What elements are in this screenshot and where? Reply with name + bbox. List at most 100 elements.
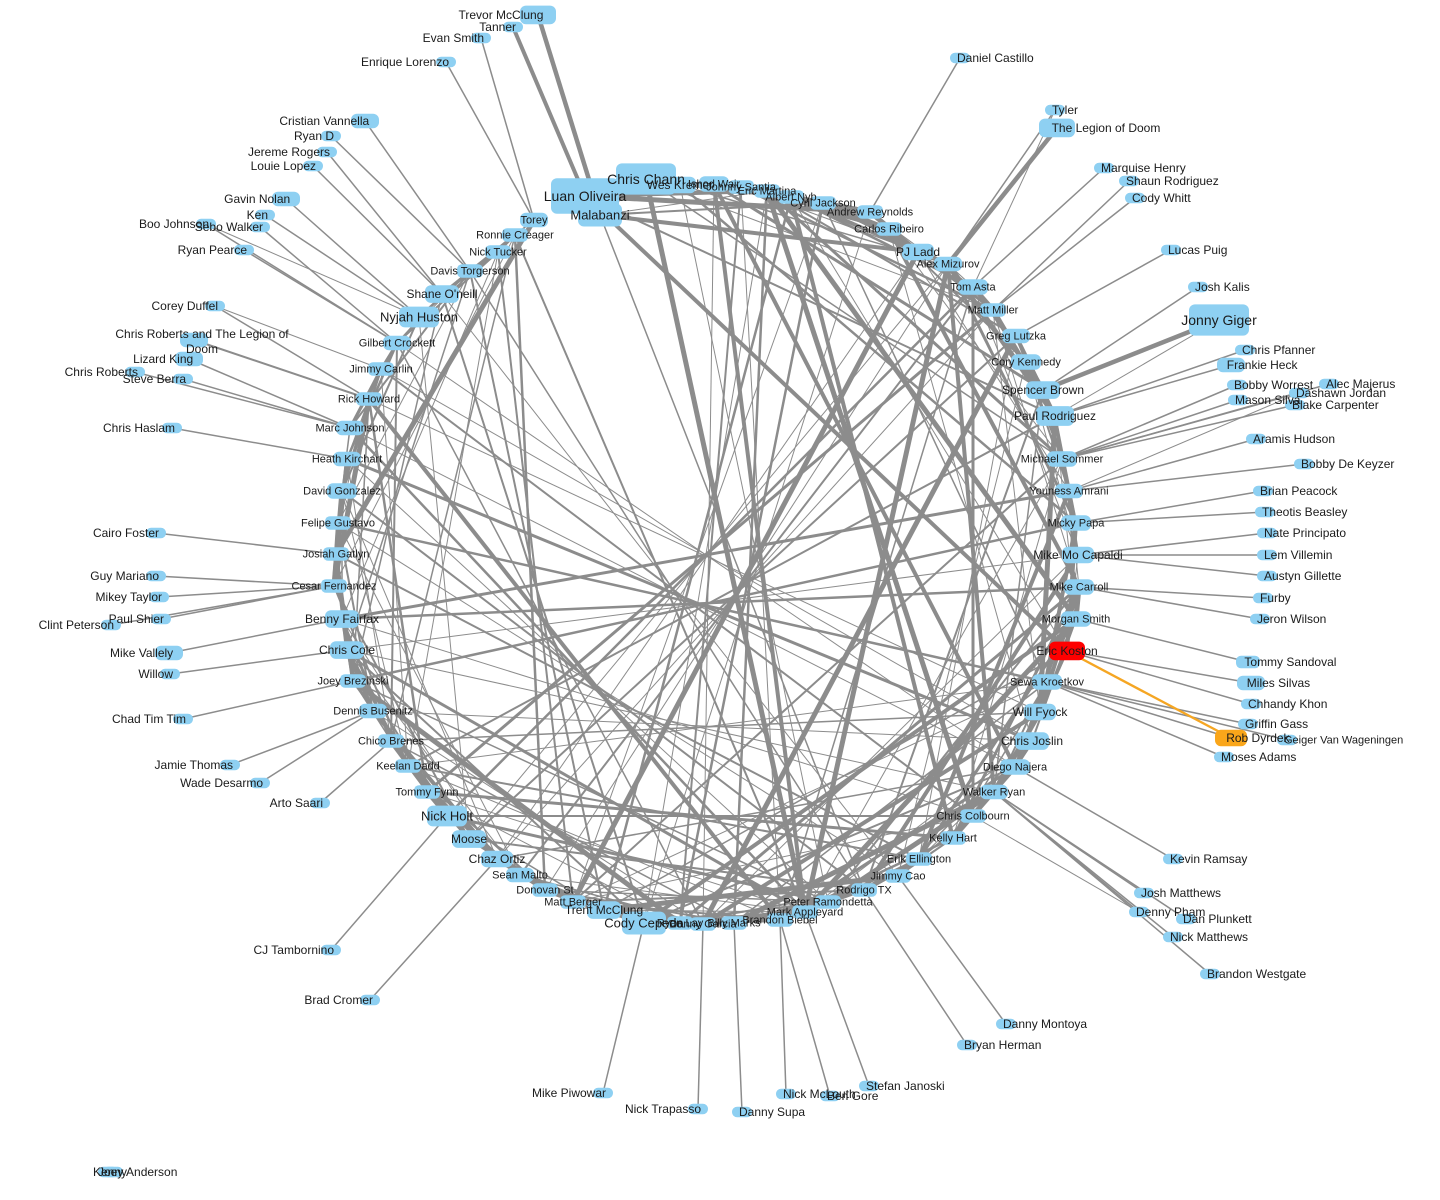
svg-text:Diego Najera: Diego Najera <box>983 762 1048 774</box>
svg-text:Michael Sommer: Michael Sommer <box>1021 454 1104 466</box>
svg-text:Chris Roberts and The Legion o: Chris Roberts and The Legion of <box>115 327 289 341</box>
svg-text:Sewa Kroetkov: Sewa Kroetkov <box>1010 677 1084 689</box>
svg-text:Chico Brenes: Chico Brenes <box>358 736 425 748</box>
svg-text:Nate Principato: Nate Principato <box>1264 526 1346 540</box>
svg-text:Jamie Thomas: Jamie Thomas <box>155 758 233 772</box>
svg-text:Willow: Willow <box>138 667 173 681</box>
svg-text:CJ Tambornino: CJ Tambornino <box>254 943 335 957</box>
svg-text:Sean Malto: Sean Malto <box>492 870 548 882</box>
svg-text:Chhandy Khon: Chhandy Khon <box>1248 697 1327 711</box>
svg-text:Luan Oliveira: Luan Oliveira <box>544 188 627 204</box>
svg-text:Cairo Foster: Cairo Foster <box>93 526 159 540</box>
svg-text:Nick Holt: Nick Holt <box>421 808 473 823</box>
svg-text:Mike Carroll: Mike Carroll <box>1050 582 1109 594</box>
svg-text:Moose: Moose <box>451 832 487 846</box>
svg-text:Keelan Dadd: Keelan Dadd <box>376 761 440 773</box>
svg-text:Danny Montoya: Danny Montoya <box>1003 1017 1087 1031</box>
svg-text:Jereme Rogers: Jereme Rogers <box>248 145 330 159</box>
svg-text:Josh Matthews: Josh Matthews <box>1141 886 1221 900</box>
svg-text:Aramis Hudson: Aramis Hudson <box>1253 432 1335 446</box>
svg-text:PJ Ladd: PJ Ladd <box>896 245 940 259</box>
svg-text:The Legion of Doom: The Legion of Doom <box>1052 121 1161 135</box>
svg-text:Chris Cole: Chris Cole <box>319 643 375 657</box>
svg-text:Mason Silva: Mason Silva <box>1235 393 1301 407</box>
svg-text:Tanner: Tanner <box>479 20 516 34</box>
svg-text:Jimmy Carlin: Jimmy Carlin <box>349 364 413 376</box>
svg-text:Arto Saari: Arto Saari <box>270 796 323 810</box>
svg-text:Bobby De Keyzer: Bobby De Keyzer <box>1301 457 1394 471</box>
svg-text:Corey Duffel: Corey Duffel <box>152 299 218 313</box>
svg-text:Dan Plunkett: Dan Plunkett <box>1183 912 1252 926</box>
svg-text:Benny Fairfax: Benny Fairfax <box>305 612 379 626</box>
svg-text:Nick Matthews: Nick Matthews <box>1170 930 1248 944</box>
svg-text:Kevin Ramsay: Kevin Ramsay <box>1170 852 1247 866</box>
svg-text:Enrique Lorenzo: Enrique Lorenzo <box>361 55 449 69</box>
svg-text:Cory Kennedy: Cory Kennedy <box>991 357 1061 369</box>
svg-text:Mike Piwowar: Mike Piwowar <box>532 1086 606 1100</box>
svg-text:Torey: Torey <box>521 215 548 227</box>
svg-text:Geiger Van Wageningen: Geiger Van Wageningen <box>1284 735 1403 747</box>
svg-text:Tyler: Tyler <box>1052 103 1078 117</box>
svg-text:Louie Lopez: Louie Lopez <box>251 159 316 173</box>
svg-text:Josiah Gatlyn: Josiah Gatlyn <box>303 549 370 561</box>
svg-text:Lucas Puig: Lucas Puig <box>1168 243 1227 257</box>
svg-text:Rob Dyrdek: Rob Dyrdek <box>1226 731 1290 745</box>
svg-text:Joey Brezinski: Joey Brezinski <box>318 676 389 688</box>
svg-text:Greg Lutzka: Greg Lutzka <box>986 331 1047 343</box>
svg-text:Will Fyock: Will Fyock <box>1013 705 1069 719</box>
svg-text:Marc Johnson: Marc Johnson <box>315 423 384 435</box>
svg-text:Shane O'neill: Shane O'neill <box>406 287 477 301</box>
svg-text:Matt Berger: Matt Berger <box>544 897 602 909</box>
svg-text:Furby: Furby <box>1260 591 1291 605</box>
svg-text:Cesar Fernandez: Cesar Fernandez <box>292 581 377 593</box>
svg-text:Gilbert Crockett: Gilbert Crockett <box>359 338 435 350</box>
svg-text:David Gonzalez: David Gonzalez <box>303 486 381 498</box>
svg-text:Tommy Sandoval: Tommy Sandoval <box>1244 655 1336 669</box>
svg-text:Josh Kalis: Josh Kalis <box>1195 280 1250 294</box>
svg-text:Ryan Pearce: Ryan Pearce <box>178 243 248 257</box>
svg-text:Donovan St: Donovan St <box>516 885 573 897</box>
svg-text:Bryan Herman: Bryan Herman <box>964 1038 1041 1052</box>
svg-text:Danny Supa: Danny Supa <box>739 1105 805 1119</box>
svg-text:Tom Asta: Tom Asta <box>950 282 996 294</box>
svg-text:Cody Cepeda: Cody Cepeda <box>604 915 684 930</box>
svg-text:Kelly Hart: Kelly Hart <box>929 833 977 845</box>
svg-text:Chaz Ortiz: Chaz Ortiz <box>469 852 526 866</box>
svg-text:Steve Berra: Steve Berra <box>123 372 187 386</box>
svg-text:Brandon Westgate: Brandon Westgate <box>1207 967 1307 981</box>
svg-text:Chris Colbourn: Chris Colbourn <box>936 811 1009 823</box>
svg-text:Rodrigo TX: Rodrigo TX <box>836 885 892 897</box>
svg-text:Doom: Doom <box>186 342 218 356</box>
svg-text:Lem Villemin: Lem Villemin <box>1264 548 1332 562</box>
svg-text:Alec Majerus: Alec Majerus <box>1326 377 1395 391</box>
svg-text:Mike Mo Capaldi: Mike Mo Capaldi <box>1033 548 1122 562</box>
svg-text:Youness Amrani: Youness Amrani <box>1029 486 1108 498</box>
svg-text:Chris Pfanner: Chris Pfanner <box>1242 343 1315 357</box>
svg-text:Spencer Brown: Spencer Brown <box>1002 383 1084 397</box>
svg-text:Wade Desarmo: Wade Desarmo <box>180 776 263 790</box>
svg-text:Mike Vallely: Mike Vallely <box>110 646 173 660</box>
svg-text:Ryan D: Ryan D <box>294 129 334 143</box>
svg-text:Paul Rodriguez: Paul Rodriguez <box>1014 409 1096 423</box>
svg-text:Heath Kirchart: Heath Kirchart <box>312 454 382 466</box>
svg-text:Sebo Walker: Sebo Walker <box>195 220 263 234</box>
svg-text:Felipe Gustavo: Felipe Gustavo <box>301 518 375 530</box>
svg-text:Micky Papa: Micky Papa <box>1048 518 1106 530</box>
svg-text:Rick Howard: Rick Howard <box>338 394 400 406</box>
svg-text:Nyjah Huston: Nyjah Huston <box>380 309 458 324</box>
svg-text:Brian Peacock: Brian Peacock <box>1260 484 1338 498</box>
svg-text:Theotis Beasley: Theotis Beasley <box>1262 505 1347 519</box>
svg-text:Paul Shier: Paul Shier <box>109 612 164 626</box>
svg-text:Ronnie Creager: Ronnie Creager <box>476 230 554 242</box>
svg-text:Clint Peterson: Clint Peterson <box>39 618 114 632</box>
svg-text:Miles Silvas: Miles Silvas <box>1247 676 1310 690</box>
svg-text:Eric Koston: Eric Koston <box>1036 644 1097 658</box>
svg-text:Austyn Gillette: Austyn Gillette <box>1264 569 1342 583</box>
svg-text:Daniel Castillo: Daniel Castillo <box>957 51 1034 65</box>
svg-text:Jeron Wilson: Jeron Wilson <box>1257 612 1326 626</box>
svg-text:Carlos Ribeiro: Carlos Ribeiro <box>854 224 924 236</box>
svg-text:Joey Anderson: Joey Anderson <box>98 1165 177 1179</box>
svg-text:Guy Mariano: Guy Mariano <box>90 569 159 583</box>
svg-text:Erik Ellington: Erik Ellington <box>887 854 951 866</box>
svg-text:Evan Smith: Evan Smith <box>423 31 484 45</box>
